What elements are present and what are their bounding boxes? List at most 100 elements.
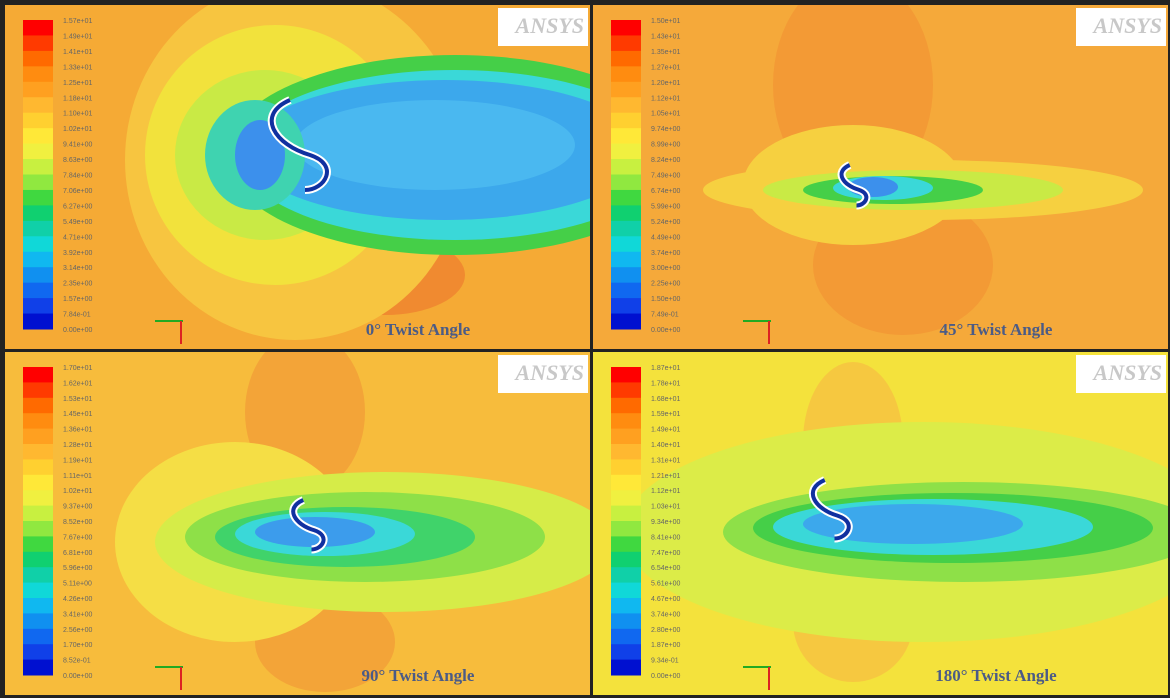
legend-label: 4.67e+00 [651, 596, 680, 603]
legend-label: 1.50e+00 [651, 296, 680, 303]
legend-label: 6.74e+00 [651, 188, 680, 195]
legend-label: 1.50e+01 [651, 18, 680, 25]
legend-band [611, 382, 641, 398]
legend-label: 1.20e+01 [651, 80, 680, 87]
legend-band [611, 283, 641, 299]
legend-label: 4.49e+00 [651, 234, 680, 241]
legend-label: 8.52e+00 [63, 519, 92, 526]
legend-band [611, 190, 641, 206]
legend-band [611, 583, 641, 599]
logo: ANSYS [514, 13, 584, 38]
legend-band [611, 444, 641, 460]
legend-band [611, 475, 641, 491]
legend-label: 9.34e-01 [651, 658, 679, 665]
legend-label: 5.11e+00 [63, 581, 92, 588]
legend-band [611, 20, 641, 36]
legend-label: 3.14e+00 [63, 265, 92, 272]
figure: 1.57e+011.49e+011.41e+011.33e+011.25e+01… [0, 0, 1170, 698]
legend-band [23, 552, 53, 568]
legend-label: 5.96e+00 [63, 565, 92, 572]
legend-label: 9.41e+00 [63, 142, 92, 149]
legend-band [23, 298, 53, 314]
legend-label: 4.26e+00 [63, 596, 92, 603]
legend-label: 5.99e+00 [651, 203, 680, 210]
legend-label: 8.99e+00 [651, 142, 680, 149]
legend-label: 1.49e+01 [63, 33, 92, 40]
legend-label: 1.68e+01 [651, 396, 680, 403]
legend-band [611, 159, 641, 175]
panel-title: 45° Twist Angle [940, 320, 1053, 339]
legend-band [611, 567, 641, 583]
legend-band [23, 20, 53, 36]
legend-label: 1.41e+01 [63, 49, 92, 56]
legend-label: 6.27e+00 [63, 203, 92, 210]
legend-band [23, 35, 53, 51]
legend-label: 1.28e+01 [63, 442, 92, 449]
legend-label: 0.00e+00 [63, 673, 92, 680]
legend-label: 1.33e+01 [63, 64, 92, 71]
legend-band [611, 367, 641, 383]
legend-label: 6.54e+00 [651, 565, 680, 572]
legend-label: 1.27e+01 [651, 64, 680, 71]
legend-label: 7.49e-01 [651, 312, 679, 319]
legend-label: 1.78e+01 [651, 380, 680, 387]
legend-band [23, 190, 53, 206]
legend-band [611, 598, 641, 614]
legend-label: 0.00e+00 [651, 327, 680, 334]
legend-label: 7.47e+00 [651, 550, 680, 557]
legend-band [23, 367, 53, 383]
legend-band [611, 660, 641, 676]
legend-band [23, 444, 53, 460]
legend-band [611, 267, 641, 283]
legend-label: 9.34e+00 [651, 519, 680, 526]
legend-band [611, 51, 641, 67]
legend-label: 1.35e+01 [651, 49, 680, 56]
legend-band [23, 175, 53, 191]
legend-label: 2.35e+00 [63, 281, 92, 288]
legend-band [611, 459, 641, 475]
legend-label: 1.40e+01 [651, 442, 680, 449]
legend-label: 1.57e+00 [63, 296, 92, 303]
contour-panel: 1.70e+011.62e+011.53e+011.45e+011.36e+01… [5, 352, 590, 695]
legend-label: 1.19e+01 [63, 457, 92, 464]
contour-panel: 1.87e+011.78e+011.68e+011.59e+011.49e+01… [593, 352, 1168, 695]
legend-label: 7.84e-01 [63, 312, 91, 319]
legend-band [23, 382, 53, 398]
legend-band [611, 205, 641, 221]
legend-band [23, 252, 53, 268]
legend-band [23, 113, 53, 129]
legend-band [23, 97, 53, 113]
legend-band [611, 97, 641, 113]
legend-label: 6.81e+00 [63, 550, 92, 557]
legend-label: 1.87e+00 [651, 642, 680, 649]
legend-label: 1.18e+01 [63, 95, 92, 102]
legend-band [23, 521, 53, 537]
legend-band [23, 629, 53, 645]
legend-band [23, 613, 53, 629]
panel-title: 90° Twist Angle [362, 666, 475, 685]
legend-band [611, 413, 641, 429]
legend-label: 7.49e+00 [651, 173, 680, 180]
legend-band [611, 144, 641, 160]
legend-label: 1.31e+01 [651, 457, 680, 464]
legend-label: 1.70e+00 [63, 642, 92, 649]
legend-band [611, 221, 641, 237]
legend-label: 3.74e+00 [651, 250, 680, 257]
legend-band [23, 413, 53, 429]
legend-band [23, 490, 53, 506]
legend-band [611, 252, 641, 268]
legend-band [611, 536, 641, 552]
panel-title: 0° Twist Angle [366, 320, 471, 339]
legend-label: 1.53e+01 [63, 396, 92, 403]
legend-label: 8.52e-01 [63, 658, 91, 665]
legend-label: 1.57e+01 [63, 18, 92, 25]
legend-band [611, 35, 641, 51]
legend-label: 1.62e+01 [63, 380, 92, 387]
legend-label: 1.12e+01 [651, 95, 680, 102]
legend-label: 1.36e+01 [63, 427, 92, 434]
panel-title: 180° Twist Angle [935, 666, 1057, 685]
legend-band [611, 66, 641, 82]
legend-band [23, 267, 53, 283]
legend-band [23, 598, 53, 614]
legend-label: 1.21e+01 [651, 473, 680, 480]
